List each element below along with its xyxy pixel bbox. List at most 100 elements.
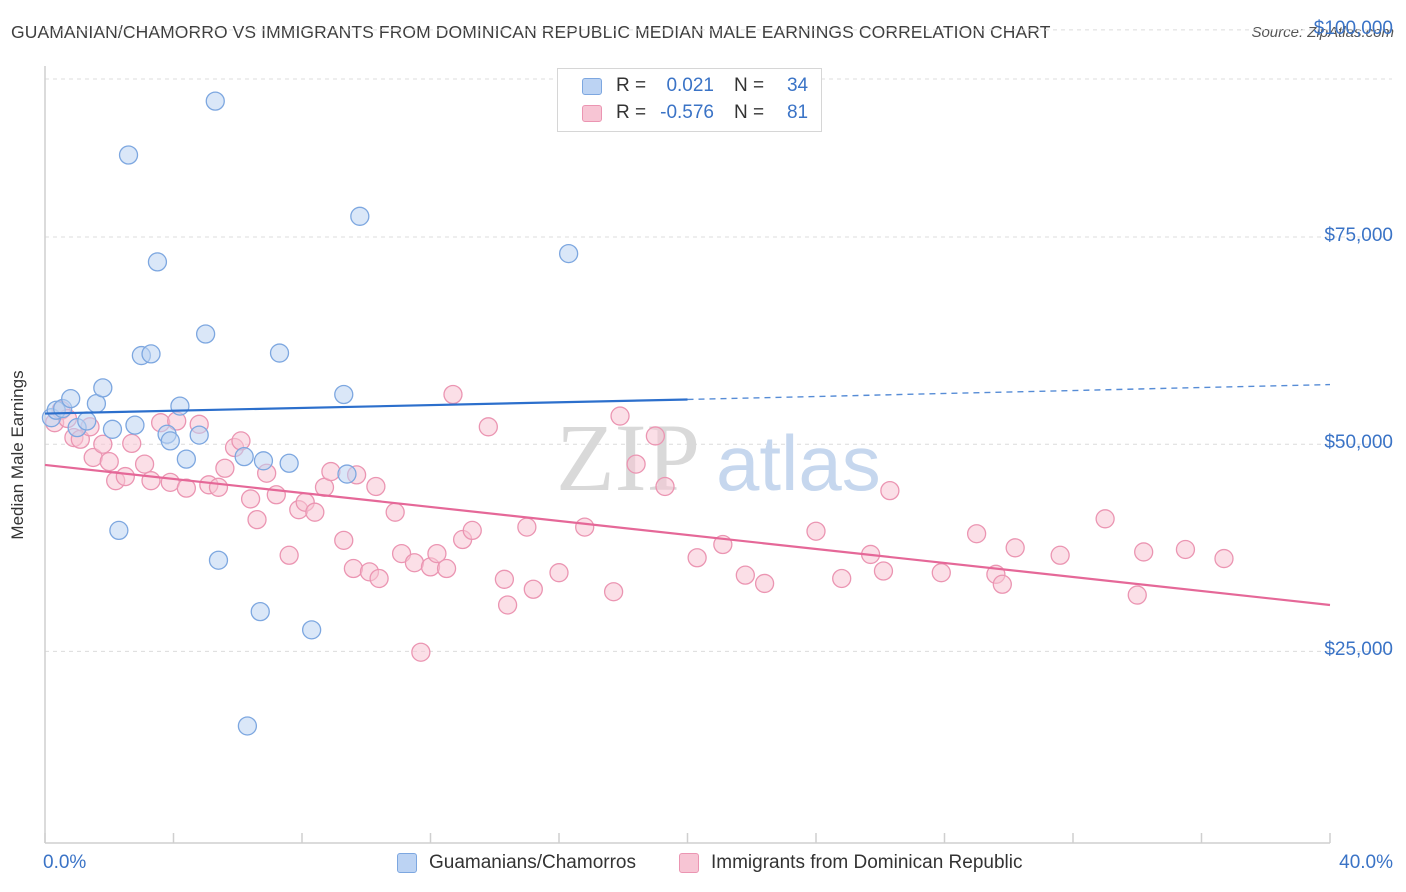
legend-swatch-blue — [582, 77, 602, 95]
data-point-dominican — [626, 454, 646, 474]
data-point-dominican — [1005, 538, 1025, 558]
data-point-dominican — [1214, 548, 1234, 569]
legend-swatch-blue — [397, 853, 417, 873]
data-point-dominican — [240, 489, 261, 509]
data-point-dominican — [279, 545, 299, 565]
data-point-guamanian — [118, 145, 139, 165]
data-point-dominican — [494, 569, 515, 589]
data-point-dominican — [610, 406, 630, 426]
legend-item-label: Guamanians/Chamorros — [429, 852, 636, 873]
legend-item-dominican[interactable]: Immigrants from Dominican Republic — [679, 852, 1023, 874]
data-point-guamanian — [93, 378, 113, 398]
y-tick-label: $50,000 — [1324, 432, 1393, 454]
points-layer — [41, 91, 1234, 736]
data-point-guamanian — [176, 449, 197, 469]
source-label: Source: ZipAtlas.com — [1251, 24, 1394, 41]
data-point-dominican — [334, 530, 354, 550]
trendline-guamanian-extension — [687, 383, 1331, 401]
data-point-dominican — [115, 466, 135, 487]
data-point-dominican — [404, 553, 425, 573]
series-legend: Guamanians/Chamorros Immigrants from Dom… — [0, 852, 1406, 876]
data-point-dominican — [655, 476, 675, 497]
data-point-dominican — [247, 509, 267, 530]
data-point-guamanian — [125, 415, 145, 435]
legend-r-label: R = — [616, 102, 647, 123]
legend-n-value: 34 — [786, 75, 809, 96]
data-point-dominican — [1050, 545, 1070, 565]
data-point-dominican — [305, 502, 325, 522]
chart-title: GUAMANIAN/CHAMORRO VS IMMIGRANTS FROM DO… — [11, 22, 1051, 42]
data-point-dominican — [176, 478, 197, 498]
data-point-dominican — [369, 568, 389, 589]
data-point-dominican — [93, 434, 113, 454]
legend-swatch-pink — [679, 853, 699, 873]
data-point-guamanian — [337, 464, 357, 484]
data-point-dominican — [549, 563, 569, 583]
data-point-guamanian — [61, 388, 81, 409]
data-point-guamanian — [237, 716, 258, 736]
y-tick-label: $25,000 — [1324, 639, 1393, 661]
data-point-dominican — [462, 520, 482, 541]
data-point-guamanian — [77, 411, 97, 431]
data-point-dominican — [645, 426, 666, 446]
data-point-dominican — [754, 573, 775, 594]
data-point-dominican — [385, 502, 405, 522]
data-point-dominican — [523, 579, 543, 599]
data-point-dominican — [1175, 539, 1196, 560]
data-point-dominican — [575, 517, 595, 537]
data-point-dominican — [603, 582, 624, 602]
trend-layer — [44, 383, 1331, 607]
data-point-guamanian — [334, 384, 354, 405]
data-point-guamanian — [195, 324, 216, 344]
data-point-guamanian — [279, 453, 299, 473]
data-point-dominican — [517, 517, 537, 537]
data-point-guamanian — [234, 446, 254, 467]
data-point-guamanian — [205, 91, 225, 111]
data-point-dominican — [427, 543, 447, 564]
trendline-guamanian — [44, 398, 688, 415]
data-point-guamanian — [147, 252, 168, 272]
data-point-dominican — [478, 417, 498, 437]
data-point-guamanian — [253, 451, 274, 471]
data-point-guamanian — [170, 396, 190, 416]
data-point-dominican — [411, 642, 431, 662]
legend-item-guamanians[interactable]: Guamanians/Chamorros — [397, 852, 636, 874]
watermark-zip: ZIP — [556, 404, 700, 511]
y-tick-label: $100,000 — [1313, 17, 1393, 39]
data-point-guamanian — [160, 431, 180, 451]
data-point-dominican — [215, 458, 235, 478]
data-point-dominican — [343, 558, 364, 579]
data-point-dominican — [160, 472, 180, 492]
data-point-dominican — [366, 476, 386, 497]
data-point-dominican — [497, 595, 518, 615]
data-point-guamanian — [109, 520, 129, 541]
legend-item-label: Immigrants from Dominican Republic — [711, 852, 1023, 873]
y-tick-label: $75,000 — [1324, 225, 1393, 247]
data-point-guamanian — [208, 550, 229, 570]
stats-legend: R = 0.021 N = 34 R = -0.576 N = 81 — [557, 68, 822, 132]
data-point-guamanian — [250, 601, 270, 622]
legend-r-value: 0.021 — [666, 75, 714, 96]
data-point-dominican — [99, 451, 119, 472]
data-point-dominican — [134, 454, 155, 474]
data-point-dominican — [321, 461, 341, 482]
axis-layer — [44, 66, 1331, 844]
data-point-guamanian — [269, 343, 290, 363]
data-point-dominican — [208, 477, 229, 497]
data-point-dominican — [806, 521, 826, 541]
data-point-dominican — [735, 565, 755, 585]
x-tick-label-max: 40.0% — [1339, 852, 1393, 873]
watermark-atlas: atlas — [716, 419, 881, 507]
data-point-dominican — [231, 431, 251, 451]
data-point-guamanian — [189, 425, 209, 445]
data-point-dominican — [1095, 509, 1115, 529]
data-point-dominican — [992, 574, 1012, 594]
trendline-dominican — [44, 463, 1331, 607]
data-point-dominican — [873, 561, 894, 581]
legend-swatch-pink — [582, 104, 602, 122]
data-point-dominican — [931, 563, 951, 583]
data-point-guamanian — [301, 620, 322, 640]
data-point-dominican — [1127, 585, 1147, 605]
data-point-dominican — [966, 524, 987, 544]
